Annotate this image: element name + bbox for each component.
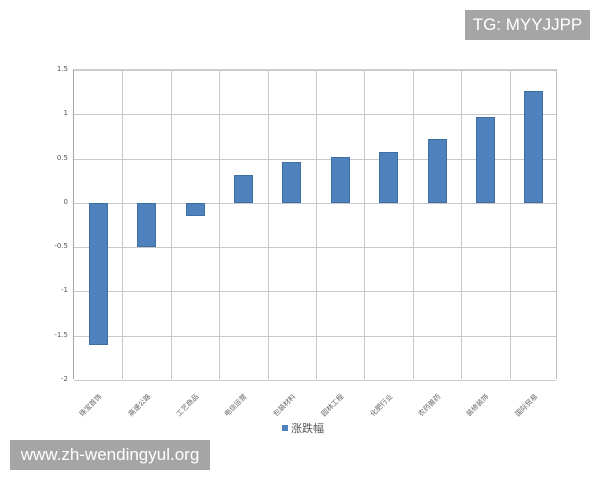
x-tick-label: 国际贸易 — [513, 392, 540, 419]
bar — [379, 152, 399, 203]
watermark-url: www.zh-wendingyul.org — [10, 440, 210, 470]
y-tick-label: -0.5 — [54, 242, 68, 251]
gridline-v — [509, 70, 511, 379]
legend: 涨跌幅 — [282, 420, 324, 436]
x-tick-label: 电信运营 — [223, 392, 249, 419]
x-tick-label: 装修装饰 — [465, 392, 491, 419]
bar — [427, 139, 447, 203]
y-tick-label: 0.5 — [56, 153, 68, 162]
bar — [282, 162, 302, 203]
x-tick-label: 工艺商品 — [174, 392, 201, 419]
x-tick-label: 农药兽药 — [416, 392, 443, 419]
bar — [330, 156, 350, 203]
gridline-h — [74, 247, 556, 249]
watermark-telegram: TG: MYYJJPP — [465, 10, 590, 40]
y-tick-label: 1.5 — [56, 65, 68, 73]
gridline-h — [74, 70, 556, 71]
y-tick-label: 1 — [63, 109, 68, 118]
gridline-v — [219, 70, 221, 379]
gridline-v — [316, 70, 317, 379]
x-tick-label: 化肥行业 — [368, 392, 394, 419]
y-tick-label: -2 — [61, 375, 68, 383]
bar — [475, 116, 495, 203]
legend-swatch — [282, 425, 288, 431]
gridline-v — [412, 70, 414, 379]
bar — [233, 175, 253, 203]
gridline-v — [461, 70, 463, 379]
x-tick-label: 高速公路 — [126, 392, 152, 419]
legend-label: 涨跌幅 — [291, 422, 324, 435]
y-tick-label: -1.5 — [54, 330, 68, 339]
gridline-v — [170, 70, 172, 379]
gridline-h — [74, 114, 556, 116]
bar — [185, 202, 205, 217]
y-tick-label: 0 — [63, 197, 68, 206]
gridline-v — [267, 70, 269, 379]
bar — [88, 202, 108, 345]
plot-area — [73, 69, 557, 381]
gridline-v — [122, 70, 124, 379]
bar — [524, 91, 544, 203]
gridline-h — [74, 335, 556, 337]
gridline-v — [364, 70, 366, 379]
bar — [137, 202, 157, 248]
gridline-h — [74, 202, 556, 204]
y-tick-label: -1 — [61, 286, 68, 295]
gridline-h — [74, 158, 556, 160]
gridline-h — [74, 380, 556, 381]
gridline-h — [74, 291, 556, 293]
x-tick-label: 珠宝首饰 — [78, 392, 104, 419]
